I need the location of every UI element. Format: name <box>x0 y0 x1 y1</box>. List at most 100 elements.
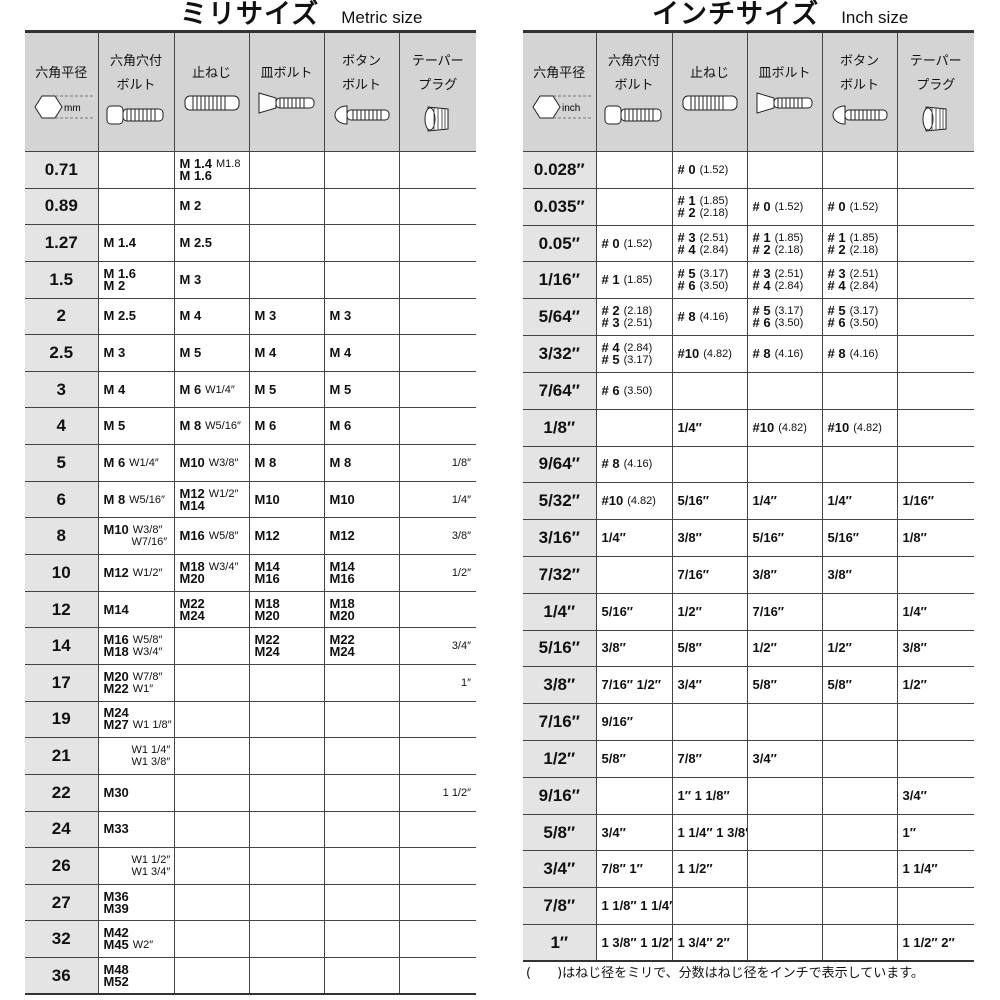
flat-head-bolt-cell: 5/8″ <box>746 666 823 705</box>
socket-head-bolt-cell <box>97 187 175 226</box>
size-main: 3/8″ <box>752 566 777 582</box>
size-sub: (4.82) <box>778 421 807 434</box>
taper-plug-cell: 1″ <box>398 663 476 702</box>
button-bolt-cell <box>821 887 898 926</box>
inch-title-jp: インチサイズ <box>652 0 820 30</box>
cell-line: M14 <box>330 560 394 573</box>
hex-size-cell: 5 <box>25 444 99 482</box>
column-header-label: 六角穴付 <box>607 54 660 69</box>
size-sub: W5/8″ <box>132 634 163 647</box>
size-main: # 1 <box>752 229 771 245</box>
cell-line: # 4 (2.84) <box>827 278 892 294</box>
cell-line: 5/8″ <box>753 678 817 691</box>
button-bolt-cell: M14 M16 <box>323 554 400 592</box>
size-main: # 6 <box>827 315 846 331</box>
cell-line: # 1 (1.85) <box>828 231 892 244</box>
size-main: M16 <box>179 528 205 544</box>
cell-line: M 3 <box>104 346 169 359</box>
cell-line: 1/4″ <box>405 494 471 506</box>
taper-plug-cell: 1/8″ <box>398 444 476 482</box>
size-main: M 2 <box>179 198 202 214</box>
size-main: M24 <box>254 644 280 660</box>
button-bolt-cell: #10 (4.82) <box>821 408 898 447</box>
socket-icon <box>101 104 172 134</box>
table-row: 1/2″ 5/8″ 7/8″ 3/4″ <box>523 740 974 778</box>
taper-plug-cell <box>398 334 476 372</box>
taper-plug-cell <box>896 887 974 926</box>
socket-head-bolt-cell: W1 1/2″ W1 3/4″ <box>97 847 175 885</box>
socket-head-bolt-cell: M42 M45 W2″ <box>97 920 175 959</box>
size-main: # 4 <box>827 278 846 294</box>
flat-head-bolt-cell: M 3 <box>248 297 325 336</box>
size-main: M20 <box>254 607 280 623</box>
cell-line: 1 1/2″ 2″ <box>903 936 970 949</box>
table-row: 3/4″ 7/8″ 1″ 1 1/2″ 1 1/4″ <box>523 850 974 889</box>
cell-line: M52 <box>104 975 169 988</box>
hex-size-cell: 7/32″ <box>523 555 597 594</box>
column-header-label: 皿ボルト <box>260 66 313 81</box>
taper-plug-cell <box>896 298 974 337</box>
footnote: ( )はねじ径をミリで、分数はねじ径をインチで表示しています。 <box>526 966 924 981</box>
cell-line: M10 W3/8″ <box>104 523 169 536</box>
cell-line: M 5 <box>104 419 169 432</box>
table-row: 5/64″ # 2 (2.18) # 3 (2.51) # 8 (4.16) # 5 (3.17… <box>523 298 974 337</box>
flat-head-bolt-cell <box>248 810 325 849</box>
size-main: 1/4″ <box>601 530 626 546</box>
taper-plug-cell: 3/8″ <box>896 629 974 668</box>
size-main: 7/16″ <box>677 566 710 582</box>
cell-line: M 6 <box>255 419 319 432</box>
socket-head-bolt-cell <box>595 151 673 189</box>
size-sub: W1/4″ <box>205 383 235 396</box>
button-bolt-cell: M22 M24 <box>323 627 400 665</box>
button-bolt-cell <box>323 957 400 995</box>
cell-line: M18 <box>329 595 394 611</box>
cell-line: M 1.4 <box>104 236 169 249</box>
table-row: 7/16″ 9/16″ <box>523 703 974 741</box>
size-main: M18 <box>329 595 355 611</box>
cell-line: #10 (4.82) <box>827 419 892 435</box>
cell-line: W7/16″ <box>104 536 169 548</box>
socket-head-bolt-cell: 3/8″ <box>595 629 673 668</box>
flat-head-bolt-cell: 3/8″ <box>746 555 823 594</box>
table-row: 12 M14 M22 M24 M18 M20 M18 M20 <box>25 590 476 629</box>
set-screw-cell: M 2.5 <box>173 224 250 262</box>
taper-plug-cell <box>398 370 476 409</box>
taper-plug-cell <box>398 260 476 299</box>
size-main: 1 3/8″ 1 1/2″ <box>601 934 672 950</box>
cell-line: M 5 <box>180 346 244 359</box>
size-main: M 4 <box>329 345 352 361</box>
size-main: M20 <box>179 570 205 586</box>
set-screw-cell <box>173 957 250 995</box>
button-icon <box>327 104 397 134</box>
size-main: #10 <box>827 419 850 435</box>
cell-line: M 6 W1/4″ <box>104 456 169 469</box>
hex-size-cell: 36 <box>25 957 99 995</box>
size-main: 1/4″ <box>752 493 777 509</box>
size-sub: W1/2″ <box>208 487 239 500</box>
set-screw-cell: 1 1/2″ <box>671 850 748 889</box>
size-sub: (4.16) <box>849 347 879 360</box>
taper-plug-cell: 1/2″ <box>398 554 476 592</box>
button-bolt-cell <box>821 740 898 778</box>
socket-head-bolt-cell: # 4 (2.84) # 5 (3.17) <box>595 335 673 373</box>
size-main: 7/16″ 1/2″ <box>601 677 661 693</box>
cell-line: 3/8″ <box>678 531 742 544</box>
cell-line: M 3 <box>330 309 394 322</box>
hex-size-cell: 21 <box>25 737 99 775</box>
cell-line: 1″ <box>903 826 970 839</box>
cell-line: M 2 <box>104 279 169 292</box>
cell-line: W1 1/2″ <box>104 854 171 866</box>
button-bolt-cell <box>323 663 400 702</box>
size-sub: (2.18) <box>849 243 879 256</box>
size-main: M36 <box>103 888 129 904</box>
cell-line: M 5 <box>330 383 394 396</box>
size-main: # 1 <box>601 272 620 288</box>
flat-head-bolt-cell <box>746 813 823 852</box>
cell-line: # 8 (4.16) <box>678 310 742 323</box>
flat-head-bolt-cell: # 3 (2.51) # 4 (2.84) <box>746 261 823 300</box>
size-main: # 6 <box>677 278 696 294</box>
size-main: M 2.5 <box>179 235 213 251</box>
size-sub: (2.18) <box>699 206 729 219</box>
set-screw-cell: 1 1/4″ 1 3/8″ <box>671 813 748 852</box>
